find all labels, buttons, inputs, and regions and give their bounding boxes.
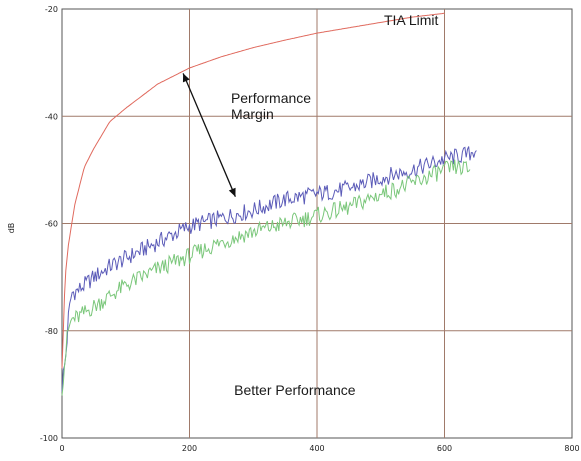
- x-tick-label: 800: [564, 444, 579, 453]
- x-tick-label: 200: [182, 444, 197, 453]
- series-layer: [61, 12, 477, 396]
- annotation-text: TIA Limit: [384, 12, 439, 28]
- y-tick-label: -20: [45, 5, 58, 14]
- ticks: 0 200 400 600 800 -20 -40 -60 -80 -100: [40, 5, 580, 453]
- arrow-layer: [182, 73, 236, 197]
- margin-arrow-line: [182, 73, 236, 197]
- x-tick-label: 400: [309, 444, 324, 453]
- arrow-head: [182, 73, 190, 83]
- grid: [62, 9, 572, 438]
- x-tick-label: 0: [59, 444, 64, 453]
- y-tick-label: -40: [45, 112, 58, 121]
- y-tick-label: -100: [40, 434, 58, 443]
- annotation-text: Better Performance: [234, 382, 356, 398]
- series-line: [61, 146, 477, 392]
- y-axis-label: dB: [7, 223, 16, 234]
- annotation-text: Margin: [231, 106, 274, 122]
- arrow-head: [228, 187, 236, 197]
- x-tick-label: 600: [437, 444, 452, 453]
- series-line: [61, 12, 445, 369]
- y-tick-label: -80: [45, 327, 58, 336]
- annotation-text: Performance: [231, 90, 311, 106]
- y-tick-label: -60: [45, 220, 58, 229]
- series-line: [61, 159, 471, 396]
